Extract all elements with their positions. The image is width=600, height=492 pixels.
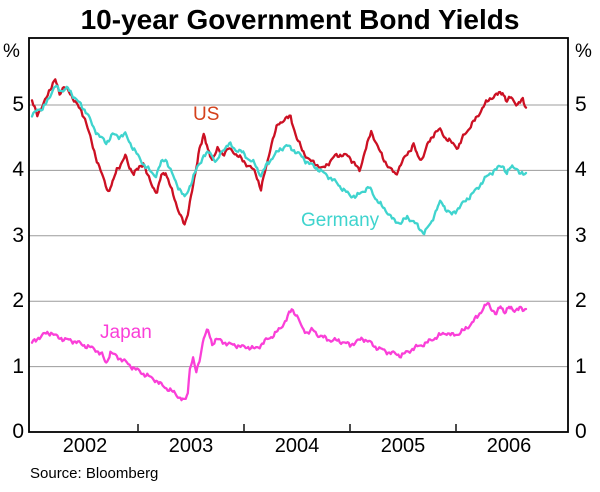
y-axis-label-right: 3 (575, 223, 587, 247)
x-axis-year-label: 2006 (486, 435, 532, 457)
y-axis-label-right: 4 (575, 158, 587, 182)
y-axis-label-left: 3 (12, 223, 24, 247)
y-axis-label-right: 5 (575, 93, 587, 116)
series-line-us (30, 78, 528, 226)
series-line-germany (30, 84, 528, 236)
y-axis-label-right: 1 (575, 354, 587, 378)
series-line-japan (30, 301, 528, 402)
y-axis-label-left: 4 (12, 158, 24, 182)
x-axis-year-label: 2004 (274, 435, 320, 457)
plot-border (28, 37, 569, 433)
x-axis-year-label: 2002 (62, 435, 108, 457)
series-label-germany: Germany (301, 210, 380, 231)
y-axis-unit-left: % (3, 41, 20, 62)
x-axis-year-label: 2005 (380, 435, 426, 457)
chart-title: 10-year Government Bond Yields (80, 4, 520, 35)
y-axis-label-right: 2 (575, 289, 587, 313)
y-axis-label-left: 5 (12, 93, 24, 116)
y-axis-label-left: 1 (12, 354, 24, 378)
series-label-us: US (193, 104, 220, 125)
source-note: Source: Bloomberg (30, 465, 159, 482)
x-axis-year-label: 2003 (168, 435, 214, 457)
y-axis-label-left: 2 (12, 289, 24, 313)
y-axis-label-right: 0 (575, 420, 587, 443)
series-label-japan: Japan (100, 322, 152, 343)
y-axis-unit-right: % (575, 41, 592, 62)
y-axis-label-left: 0 (12, 420, 24, 443)
